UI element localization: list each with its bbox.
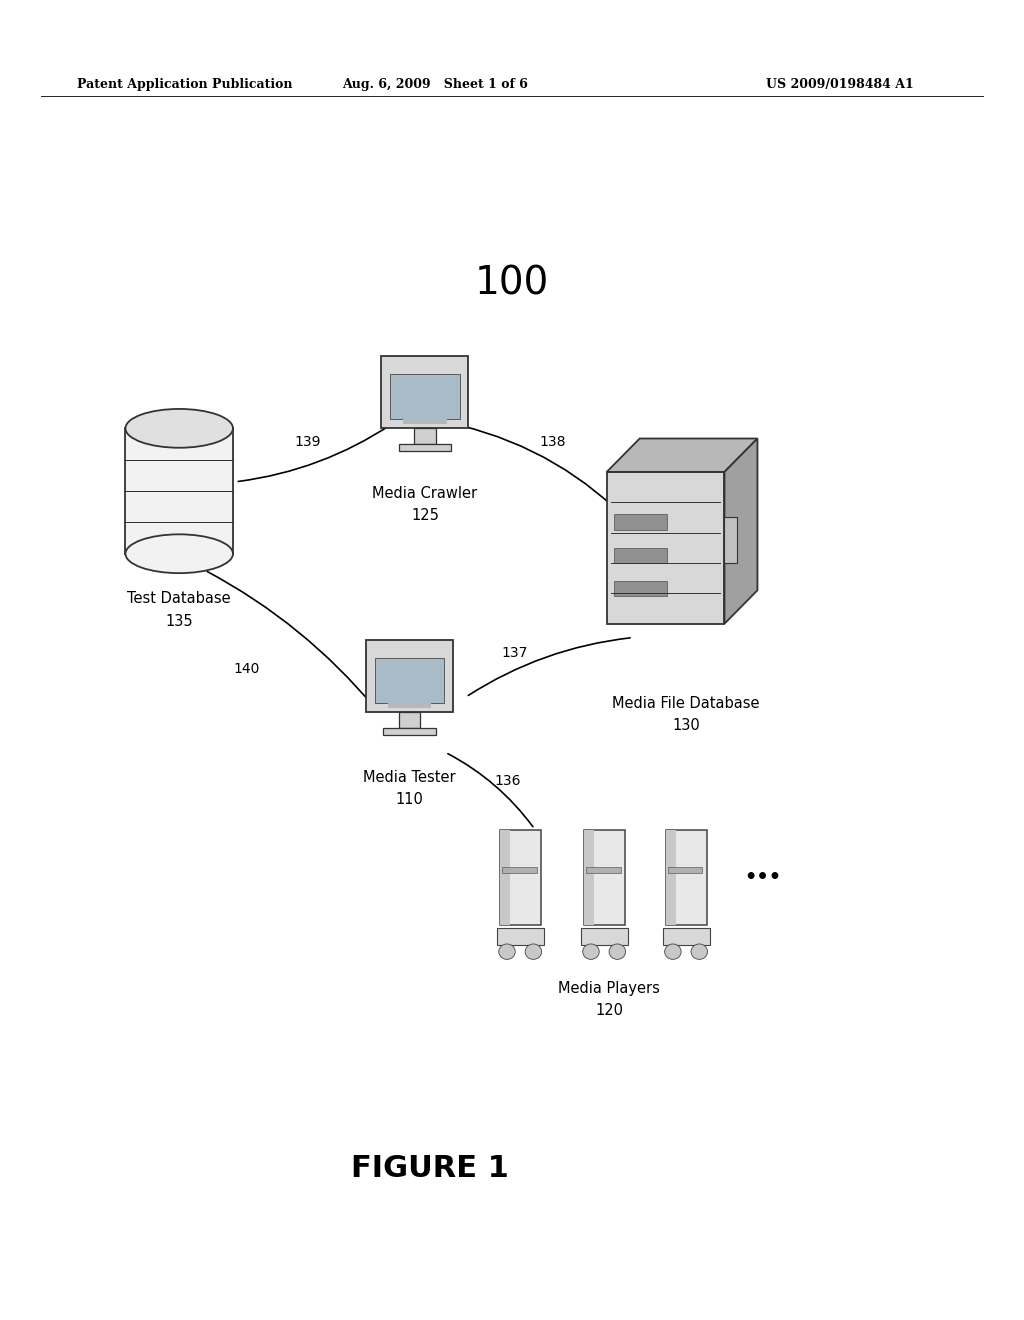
Ellipse shape [691,944,708,960]
FancyArrowPatch shape [207,572,375,708]
FancyArrowPatch shape [468,638,630,696]
Polygon shape [725,438,758,623]
Bar [500,830,541,925]
Bar [663,928,710,945]
Bar [668,867,702,873]
Bar [388,704,431,708]
Bar [381,356,469,428]
Polygon shape [606,438,758,471]
Bar [390,375,460,418]
FancyArrowPatch shape [447,754,532,826]
Ellipse shape [665,944,681,960]
Text: Test Database
135: Test Database 135 [127,591,231,628]
Bar [403,420,446,424]
FancyArrowPatch shape [239,424,392,482]
Text: Media File Database
130: Media File Database 130 [612,696,760,733]
Bar [497,928,544,945]
Bar [613,581,667,597]
Text: 137: 137 [502,647,528,660]
Polygon shape [606,471,725,623]
Bar [414,428,436,445]
Bar [398,711,421,729]
Text: FIGURE 1: FIGURE 1 [351,1154,509,1183]
Text: Media Tester
110: Media Tester 110 [364,770,456,807]
Text: •••: ••• [744,869,781,887]
Bar [398,445,451,450]
Bar [367,640,454,711]
Bar [584,830,594,925]
Text: 136: 136 [495,775,521,788]
Bar [666,830,676,925]
Bar [502,867,537,873]
Ellipse shape [525,944,542,960]
Bar [581,928,628,945]
Bar [375,659,444,702]
Bar [500,830,510,925]
Bar [586,867,621,873]
Bar [125,428,232,554]
Text: 100: 100 [475,265,549,302]
Text: US 2009/0198484 A1: US 2009/0198484 A1 [766,78,913,91]
Bar [666,830,707,925]
Ellipse shape [583,944,599,960]
Bar [584,830,625,925]
Text: 140: 140 [233,663,260,676]
FancyArrowPatch shape [462,426,633,525]
Ellipse shape [125,409,232,447]
Ellipse shape [609,944,626,960]
Text: Aug. 6, 2009   Sheet 1 of 6: Aug. 6, 2009 Sheet 1 of 6 [342,78,528,91]
Bar [725,517,737,562]
Bar [613,515,667,529]
Bar [613,548,667,562]
Text: 138: 138 [540,436,566,449]
Bar [127,533,231,552]
Ellipse shape [499,944,515,960]
Text: Patent Application Publication: Patent Application Publication [77,78,292,91]
Ellipse shape [125,535,232,573]
Text: 139: 139 [295,436,322,449]
Text: Media Crawler
125: Media Crawler 125 [373,486,477,523]
Bar [383,729,436,734]
Text: Media Players
120: Media Players 120 [558,981,660,1018]
